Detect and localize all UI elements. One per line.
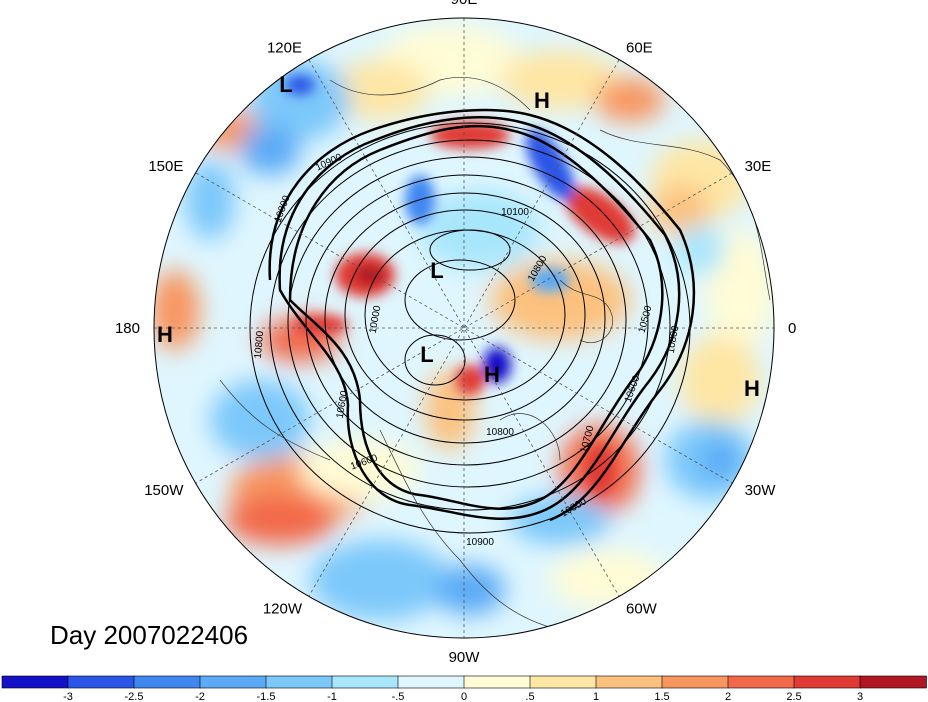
colorbar-swatch: [133, 675, 201, 689]
colorbar-tick-label: -3: [63, 691, 73, 702]
colorbar-tick-label: 1.5: [654, 691, 669, 702]
colorbar-swatch: [397, 675, 465, 689]
longitude-label: 150W: [144, 482, 184, 499]
colorbar-swatch: [331, 675, 399, 689]
low-pressure-marker: L: [420, 342, 433, 367]
colorbar-tick-label: 3: [857, 691, 863, 702]
contour-label: 10800: [486, 427, 514, 438]
colorbar-swatch: [793, 675, 861, 689]
colorbar-tick-label: 2.5: [786, 691, 801, 702]
low-pressure-marker: L: [430, 258, 443, 283]
longitude-label: 120W: [263, 601, 303, 618]
colorbar-swatch: [595, 675, 663, 689]
contour-label: 10000: [368, 304, 384, 334]
colorbar-tick-label: -1: [327, 691, 337, 702]
longitude-labels: 90E 60E 30E 0 30W 60W 90W 120W 150W 180 150E 120E: [115, 0, 796, 666]
colorbar-tick-label: 2: [725, 691, 731, 702]
colorbar-swatch: [265, 675, 333, 689]
high-pressure-marker: H: [157, 322, 173, 347]
colorbar-tick-label: -2: [195, 691, 205, 702]
colorbar-swatch: [529, 675, 597, 689]
pressure-centers: L H L H L H H: [157, 72, 760, 401]
colorbar-swatch: [859, 675, 927, 689]
longitude-label: 30W: [745, 482, 777, 499]
colorbar-tick-label: .5: [525, 691, 534, 702]
longitude-label: 120E: [267, 39, 302, 56]
contour-label: 10800: [666, 324, 682, 354]
colorbar-tick-label: -.5: [392, 691, 405, 702]
longitude-label: 60E: [626, 39, 653, 56]
colorbar-swatch: [463, 675, 531, 689]
longitude-label: 30E: [745, 158, 772, 175]
colorbar: -3 -2.5 -2 -1.5 -1 -.5 0 .5 1 1.5 2 2.5 3: [1, 675, 927, 702]
colorbar-swatch: [199, 675, 267, 689]
contour-label: 10600: [335, 389, 351, 419]
longitude-label: 90W: [449, 649, 481, 666]
contour-label: 10900: [466, 537, 494, 548]
high-pressure-marker: H: [744, 376, 760, 401]
map-border: [153, 17, 775, 639]
colorbar-swatch: [727, 675, 795, 689]
high-pressure-marker: H: [534, 88, 550, 113]
colorbar-tick-label: -2.5: [125, 691, 144, 702]
height-contours: [249, 108, 696, 534]
longitude-label: 0: [788, 320, 796, 337]
high-pressure-marker: H: [484, 362, 500, 387]
colorbar-tick-label: 1: [593, 691, 599, 702]
contour-label: 10100: [501, 207, 529, 218]
longitude-label: 150E: [148, 158, 183, 175]
contour-label: 10800: [253, 330, 266, 359]
coastlines: [219, 76, 771, 631]
longitude-label: 90E: [451, 0, 478, 8]
colorbar-swatch: [1, 675, 69, 689]
colorbar-tick-label: 0: [461, 691, 467, 702]
longitude-label: 60W: [626, 601, 658, 618]
low-pressure-marker: L: [279, 72, 292, 97]
colorbar-swatch: [67, 675, 135, 689]
longitude-label: 180: [115, 320, 140, 337]
colorbar-tick-label: -1.5: [257, 691, 276, 702]
graticule: [154, 18, 774, 638]
day-title: Day 2007022406: [50, 620, 249, 650]
colorbar-swatch: [661, 675, 729, 689]
